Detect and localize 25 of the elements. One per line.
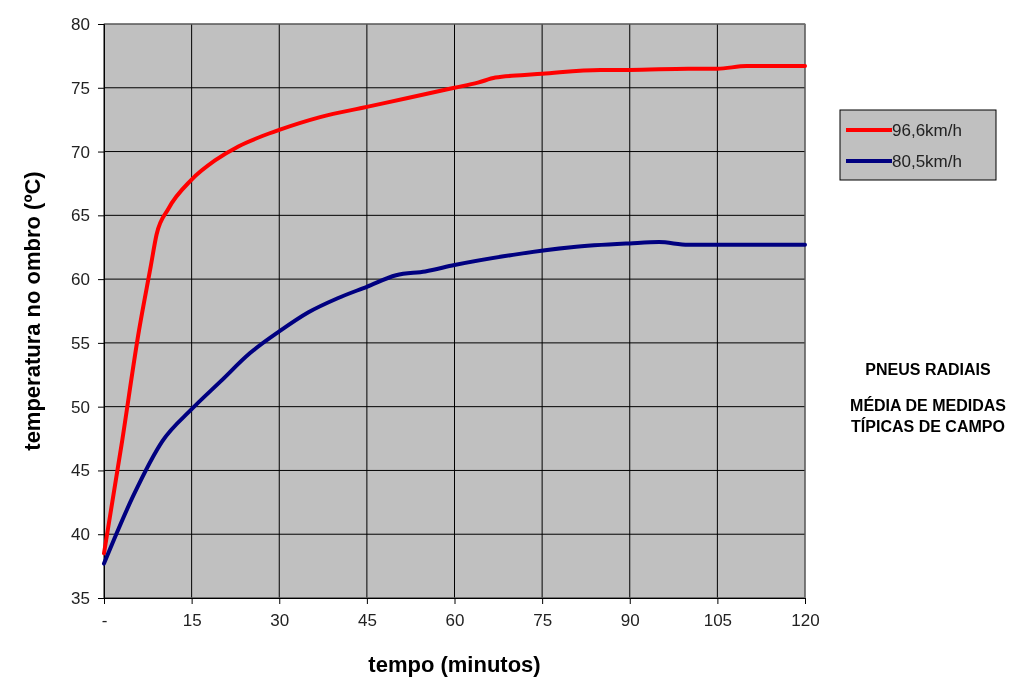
text: PNEUS RADIAIS bbox=[865, 361, 991, 378]
x-tick-label: 60 bbox=[445, 611, 465, 631]
x-tick-label: 90 bbox=[620, 611, 640, 631]
x-tick-label: 30 bbox=[270, 611, 290, 631]
y-tick-label: 65 bbox=[71, 206, 90, 226]
y-tick-label: 55 bbox=[71, 333, 90, 353]
y-tick-label: 60 bbox=[71, 270, 90, 290]
x-tick-label: 120 bbox=[791, 611, 820, 631]
x-tick-label: 45 bbox=[357, 611, 377, 631]
legend-label: 96,6km/h bbox=[892, 121, 962, 140]
x-tick-label: 105 bbox=[703, 611, 733, 631]
x-tick-label: 75 bbox=[533, 611, 553, 631]
y-axis-title: temperatura no ombro (ºC) bbox=[20, 171, 45, 451]
x-tick-label: 15 bbox=[182, 611, 202, 631]
x-axis-title: tempo (minutos) bbox=[368, 652, 541, 677]
y-tick-label: 50 bbox=[71, 397, 90, 417]
y-tick-label: 35 bbox=[71, 588, 90, 608]
y-tick-label: 80 bbox=[71, 14, 90, 34]
x-tick-label: - bbox=[101, 611, 108, 631]
y-tick-label: 45 bbox=[71, 461, 90, 481]
y-tick-label: 40 bbox=[71, 525, 90, 545]
text: MÉDIA DE MEDIDAS TÍPICAS DE CAMPO bbox=[850, 396, 1007, 435]
y-tick-label: 70 bbox=[71, 142, 90, 162]
legend-label: 80,5km/h bbox=[892, 152, 962, 171]
y-tick-label: 75 bbox=[71, 78, 90, 98]
